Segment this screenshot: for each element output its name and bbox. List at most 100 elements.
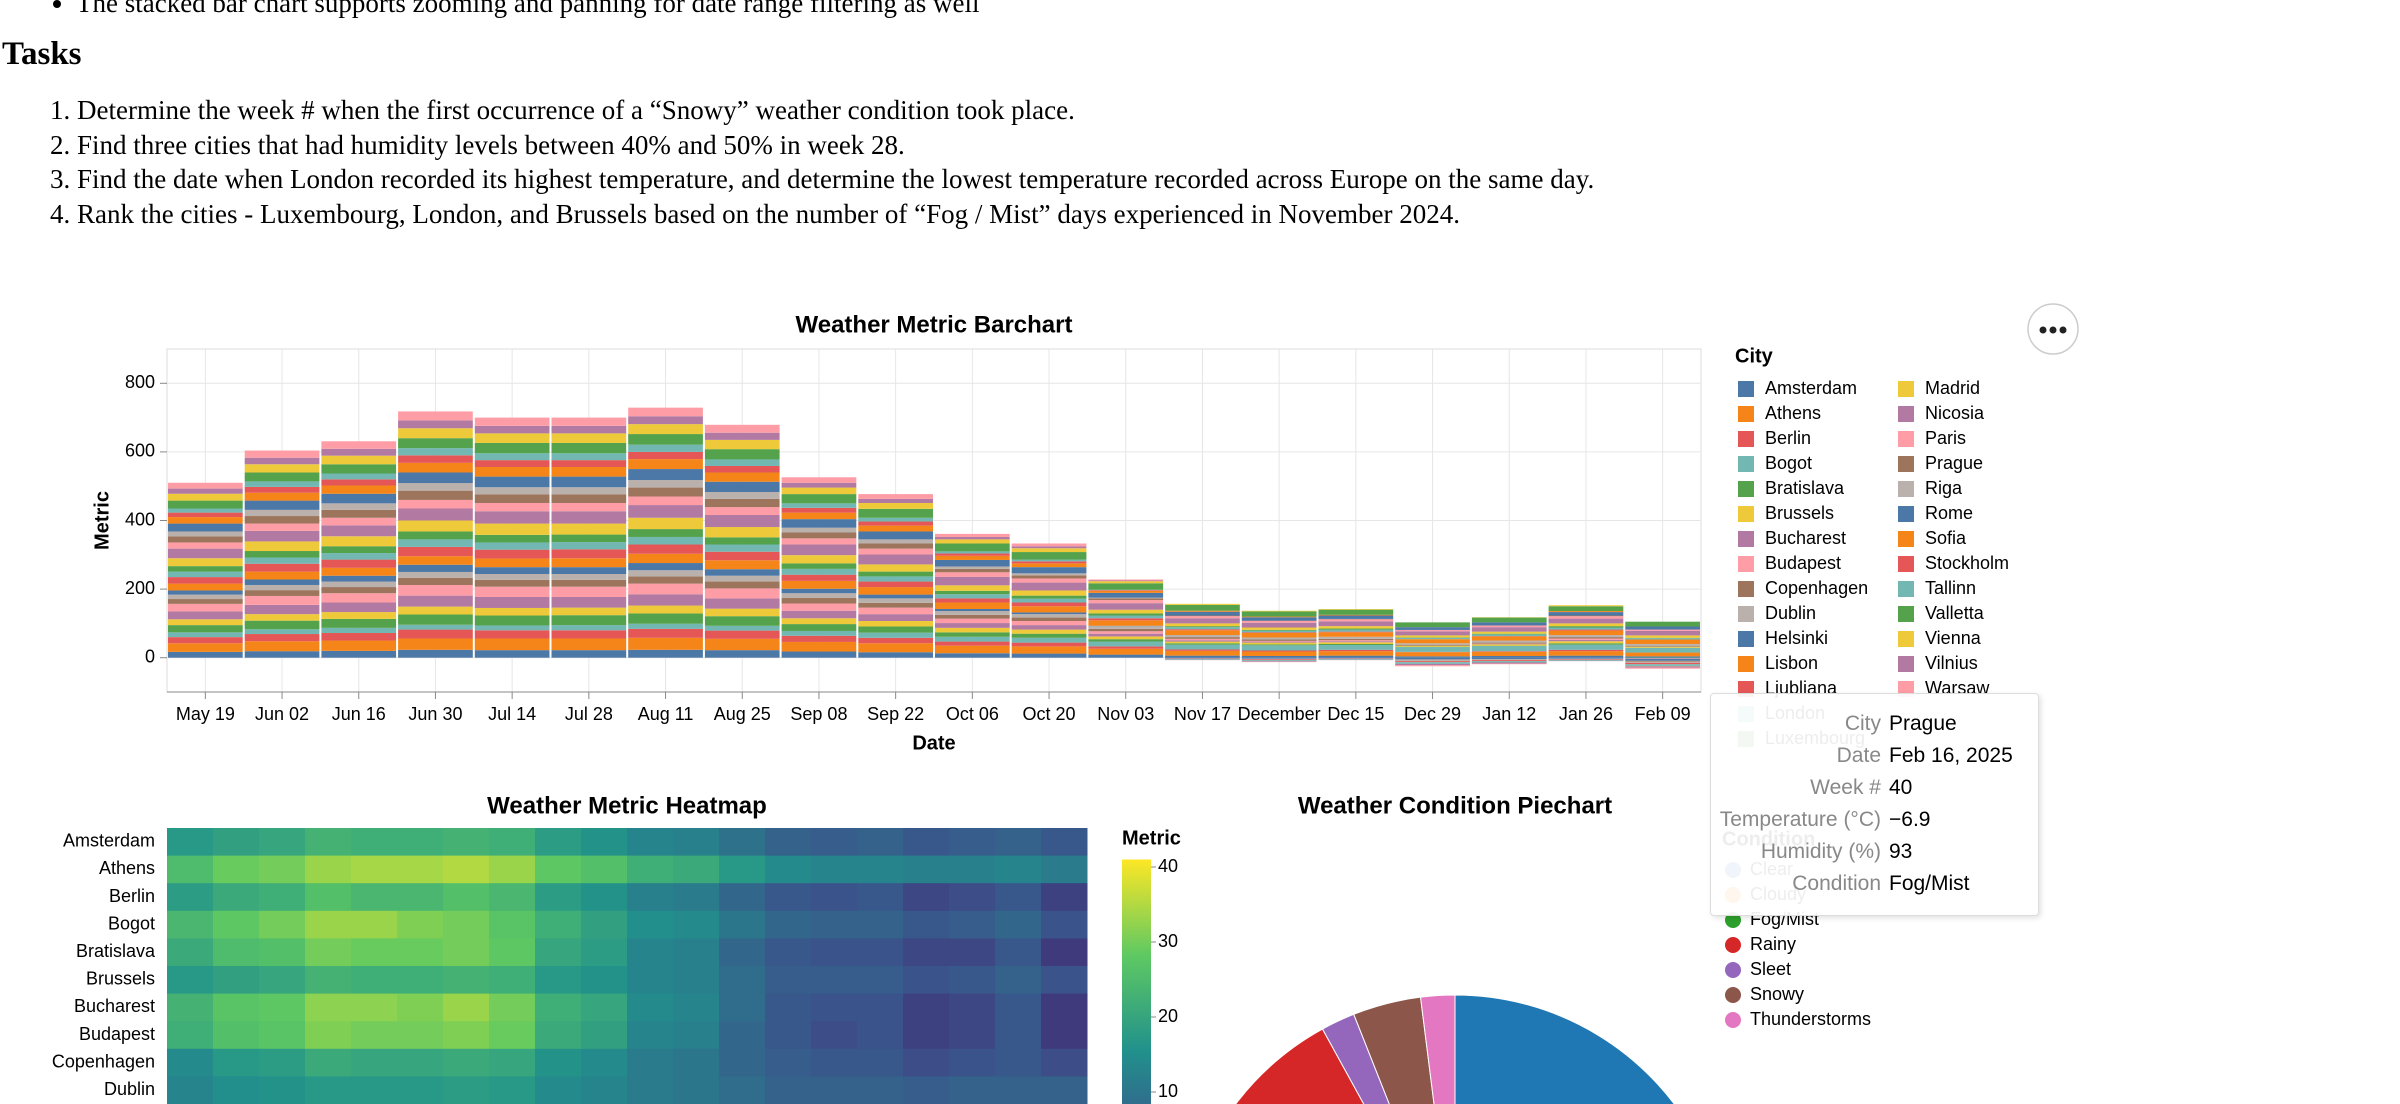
- bar-segment: [321, 612, 397, 619]
- bar-segment: [321, 493, 397, 504]
- heat-cell: [719, 993, 766, 1022]
- tooltip-value: −6.9: [1889, 808, 1931, 831]
- heat-cell: [765, 910, 812, 939]
- bar-segment: [168, 651, 243, 658]
- bar-segment: [474, 433, 550, 443]
- task: Find three cities that had humidity leve…: [77, 128, 2000, 163]
- bar-segment: [1471, 627, 1547, 632]
- heat-cell: [1041, 1076, 1088, 1104]
- heat-cell: [351, 828, 398, 857]
- bar-segment: [321, 509, 397, 518]
- legend-swatch: [1898, 606, 1914, 622]
- bar-segment: [781, 487, 857, 495]
- y-tick-label: Bratislava: [76, 941, 156, 961]
- dot[interactable]: [2049, 326, 2057, 334]
- heat-cell: [949, 1021, 996, 1050]
- bar-segment: [398, 606, 473, 615]
- bar-segment: [1548, 655, 1624, 658]
- bar-segment: [1011, 548, 1087, 553]
- bar-segment: [1088, 583, 1164, 590]
- bar-segment: [1011, 575, 1087, 579]
- bar-segment: [1548, 659, 1624, 661]
- bar-segment: [704, 569, 780, 576]
- bar-segment: [858, 543, 933, 549]
- heat-cell: [811, 1021, 858, 1050]
- legend-label: Bratislava: [1765, 478, 1845, 498]
- x-tick-label: Dec 15: [1327, 704, 1384, 724]
- bar-segment: [1241, 616, 1317, 618]
- bar-segment: [781, 494, 857, 504]
- pie-slice: [1419, 994, 1456, 1104]
- bar-segment: [704, 625, 780, 631]
- bar-segment: [1088, 626, 1164, 629]
- bar-segment: [1241, 650, 1317, 652]
- heat-cell: [811, 993, 858, 1022]
- bar-segment: [1088, 603, 1164, 610]
- bar-segment: [1088, 636, 1164, 640]
- y-tick-label: 200: [125, 578, 155, 598]
- bar-segment: [858, 571, 933, 577]
- bar-segment: [1088, 646, 1164, 649]
- bar-segment: [628, 424, 703, 435]
- bar-segment: [704, 630, 780, 639]
- tooltip-key: Date: [1836, 744, 1881, 767]
- bar-segment: [935, 576, 1010, 586]
- bar-segment: [1471, 642, 1547, 644]
- bar-segment: [1011, 561, 1087, 564]
- bar-segment: [1318, 641, 1394, 643]
- bar-segment: [1011, 573, 1087, 576]
- heat-cell: [857, 910, 904, 939]
- bar-segment: [474, 523, 550, 535]
- bar-segment: [474, 425, 550, 434]
- bar-segment: [474, 460, 550, 467]
- heat-cell: [765, 828, 812, 857]
- heat-cell: [581, 938, 628, 967]
- bar-segment: [398, 595, 473, 607]
- legend-swatch: [1738, 381, 1754, 397]
- bar-segment: [1548, 618, 1624, 624]
- heat-cell: [489, 993, 536, 1022]
- bar-segment: [1625, 646, 1700, 647]
- heat-cell: [535, 938, 582, 967]
- bar-segment: [1241, 651, 1317, 656]
- colorbar-tick-label: 30: [1158, 931, 1178, 951]
- bar-segment: [1241, 617, 1317, 621]
- legend-label: Copenhagen: [1765, 578, 1868, 598]
- bar-segment: [1088, 641, 1164, 647]
- heat-cell: [213, 1021, 260, 1050]
- dot[interactable]: [2039, 326, 2047, 334]
- bar-segment: [321, 455, 397, 465]
- bar-segment: [1471, 661, 1547, 663]
- heat-cell: [1041, 938, 1088, 967]
- bar-segment: [1011, 646, 1087, 654]
- legend-swatch: [1898, 506, 1914, 522]
- bar-segment: [1395, 647, 1470, 652]
- bar-segment: [321, 593, 397, 603]
- bar-segment: [474, 586, 550, 597]
- bar-segment: [321, 627, 397, 634]
- bar-segment: [1318, 645, 1394, 650]
- heat-cell: [259, 883, 306, 912]
- heat-cell: [673, 855, 720, 884]
- bar-segment: [1088, 597, 1164, 599]
- bar-segment: [935, 536, 1010, 540]
- bar-segment: [1165, 623, 1240, 627]
- bar-segment: [781, 588, 857, 594]
- bar-segment: [704, 616, 780, 626]
- bar-segment: [781, 482, 857, 488]
- actions-button[interactable]: [2027, 303, 2079, 355]
- heat-cell: [765, 855, 812, 884]
- heat-cell: [581, 1048, 628, 1077]
- bar-segment: [321, 473, 397, 480]
- bar-segment: [551, 487, 627, 495]
- tooltip-row: Condition Fog/Mist: [1711, 868, 2013, 900]
- dot[interactable]: [2059, 326, 2067, 334]
- legend-label: Amsterdam: [1765, 378, 1857, 398]
- heat-cell: [811, 966, 858, 995]
- heat-cell: [719, 883, 766, 912]
- bar-segment: [1241, 660, 1317, 662]
- heat-cell: [903, 855, 950, 884]
- tooltip-value: 93: [1889, 840, 1913, 863]
- legend-swatch: [1738, 406, 1754, 422]
- heat-cell: [627, 1076, 674, 1104]
